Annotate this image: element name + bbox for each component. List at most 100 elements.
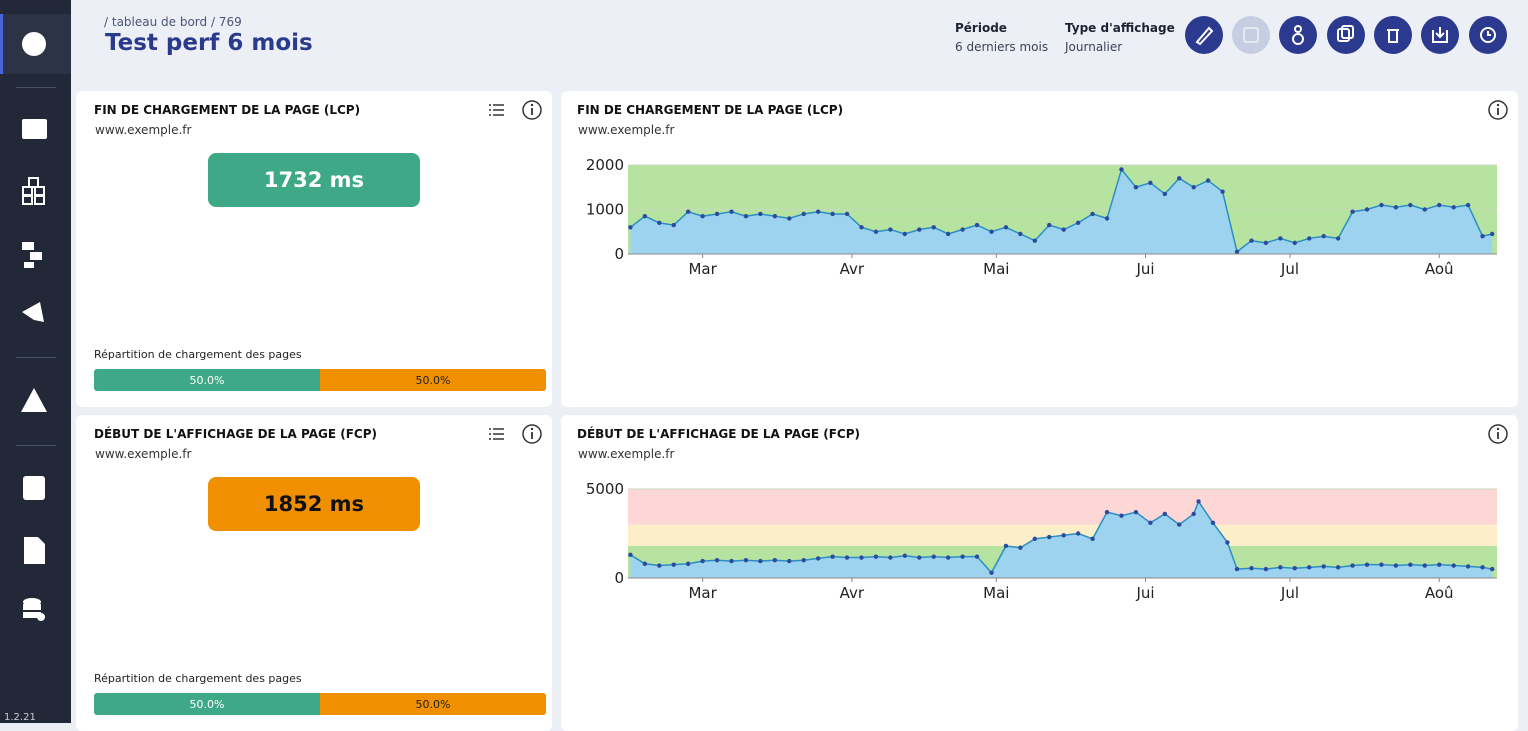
point: [1047, 534, 1052, 540]
point: [1234, 249, 1240, 254]
x-tick-label: Aoû: [1425, 584, 1454, 602]
y-tick-label: 2000: [586, 156, 624, 174]
point: [902, 231, 908, 237]
point: [873, 229, 879, 234]
flow-icon[interactable]: [22, 242, 42, 268]
point: [787, 558, 792, 564]
distribution-segment: 50.0%: [320, 693, 546, 715]
point: [815, 556, 821, 561]
delete-button[interactable]: [1374, 16, 1412, 54]
chart: 0 5000 Mar Avr Mai Jui Jul Aoû: [586, 480, 1497, 602]
point: [1047, 222, 1052, 228]
x-tick-label: Avr: [840, 584, 865, 602]
list-icon[interactable]: [489, 104, 504, 116]
x-tick-label: Mai: [983, 584, 1009, 602]
point: [801, 558, 806, 563]
x-tick-label: Aoû: [1425, 260, 1454, 278]
point: [1003, 543, 1009, 549]
video-icon[interactable]: [22, 119, 47, 139]
point: [1307, 565, 1312, 570]
point: [1205, 178, 1211, 183]
breadcrumb[interactable]: / tableau de bord / 769: [104, 15, 242, 29]
point: [1350, 563, 1355, 568]
period-value[interactable]: 6 derniers mois: [955, 40, 1049, 54]
alert-icon[interactable]: [21, 388, 47, 412]
card-subtitle: www.exemple.fr: [95, 123, 192, 137]
notebook-icon[interactable]: [23, 476, 45, 500]
chart-card: DÉBUT DE L'AFFICHAGE DE LA PAGE (FCP) www…: [561, 415, 1518, 731]
point: [1465, 564, 1471, 569]
point: [1249, 566, 1254, 571]
point: [772, 213, 778, 219]
chart: 0 1000 2000 Mar Avr Mai Jui Jul Aoû: [586, 156, 1497, 278]
point: [1061, 533, 1066, 538]
info-icon[interactable]: [522, 424, 542, 444]
point: [1480, 234, 1485, 239]
point: [989, 570, 994, 575]
card-subtitle: www.exemple.fr: [578, 123, 675, 137]
point: [671, 222, 676, 228]
point: [1032, 238, 1038, 243]
kpi-value-label: 1852 ms: [263, 492, 365, 516]
info-glyph: [1496, 103, 1500, 107]
info-icon[interactable]: [1488, 424, 1508, 444]
card-icons: [489, 424, 542, 444]
distribution-label: 50.0%: [415, 697, 451, 711]
point: [1364, 562, 1370, 567]
dashboard-icon[interactable]: [22, 32, 46, 56]
display-value[interactable]: Journalier: [1065, 40, 1123, 54]
card-subtitle: www.exemple.fr: [95, 447, 192, 461]
megaphone-icon[interactable]: [22, 302, 44, 322]
point: [873, 554, 879, 559]
point: [1335, 565, 1341, 570]
point: [1307, 236, 1312, 241]
point: [917, 227, 922, 232]
sidebar: 1.2.21: [0, 0, 71, 723]
point: [1061, 227, 1066, 232]
distribution-segment: 50.0%: [94, 369, 320, 391]
copy-button[interactable]: [1327, 16, 1365, 54]
point: [1489, 566, 1495, 572]
point: [945, 555, 951, 560]
separator: [16, 87, 56, 88]
point: [1408, 202, 1413, 208]
x-tick-label: Jul: [1280, 260, 1299, 278]
cubes-icon[interactable]: [22, 177, 45, 205]
point: [1292, 240, 1297, 246]
distribution-label: 50.0%: [189, 697, 225, 711]
point: [859, 555, 864, 560]
point: [1321, 234, 1326, 239]
distribution-label: 50.0%: [415, 373, 451, 387]
chart-card: FIN DE CHARGEMENT DE LA PAGE (LCP) www.ex…: [561, 91, 1518, 407]
y-tick-label: 0: [614, 569, 624, 587]
point: [1278, 565, 1283, 570]
point: [1177, 176, 1182, 181]
point: [1422, 563, 1427, 568]
point: [1090, 536, 1095, 542]
point: [844, 211, 850, 217]
database-icon[interactable]: [23, 598, 45, 621]
point: [1379, 562, 1384, 567]
point: [1292, 566, 1297, 571]
point: [974, 222, 980, 228]
point: [1075, 531, 1081, 536]
point: [1364, 207, 1370, 212]
distribution-title: Répartition de chargement des pages: [94, 672, 302, 685]
point: [1480, 565, 1485, 570]
point: [1148, 520, 1153, 526]
point: [642, 213, 648, 219]
info-icon[interactable]: [522, 100, 542, 120]
info-glyph: [1496, 427, 1500, 431]
point: [642, 561, 648, 566]
point: [1465, 202, 1471, 208]
nav-icons: [21, 32, 47, 621]
add-button[interactable]: [1232, 16, 1270, 54]
point: [657, 563, 662, 568]
list-icon[interactable]: [489, 428, 504, 440]
file-icon[interactable]: [24, 537, 45, 564]
info-icon[interactable]: [1488, 100, 1508, 120]
point: [714, 211, 720, 217]
point: [888, 227, 893, 232]
point: [1104, 216, 1110, 221]
